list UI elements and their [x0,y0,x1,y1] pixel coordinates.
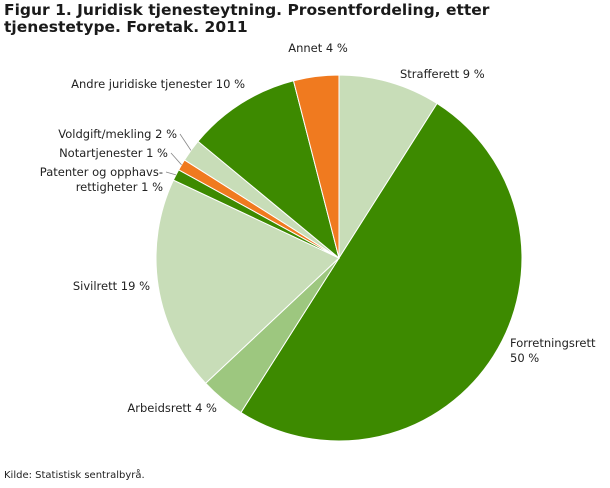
slice-label: Sivilrett 19 % [73,279,150,293]
leader-line [165,171,177,176]
pie-slices [155,74,523,442]
pie-slice-andre-juridiske-tjenester [197,80,340,260]
slice-label: Arbeidsrett 4 % [127,401,217,415]
slice-labels: Strafferett 9 % Forretningsrett 50 % Arbeid… [40,41,596,415]
pie-slice-forretningsrett [240,102,523,442]
slice-label: Andre juridiske tjenester 10 % [71,77,245,91]
leader-line [179,133,192,151]
slice-label: Patenter og opphavs-rettigheter 1 % [40,165,163,194]
source-note: Kilde: Statistisk sentralbyrå. [4,470,145,481]
slice-label: Notartjenester 1 % [59,146,168,160]
slice-label: Forretningsrett 50 % [510,336,596,365]
slice-label: Annet 4 % [288,41,348,55]
pie-slice-sivilrett [155,179,340,384]
slice-label: Strafferett 9 % [400,67,485,81]
leader-line [170,152,182,166]
pie-slice-strafferett [338,74,438,260]
chart-title: Figur 1. Juridisk tjenesteytning. Prosen… [4,1,490,36]
leader-lines [165,133,192,176]
slice-label: Voldgift/mekling 2 % [58,127,177,141]
pie-slice-annet [292,74,340,259]
